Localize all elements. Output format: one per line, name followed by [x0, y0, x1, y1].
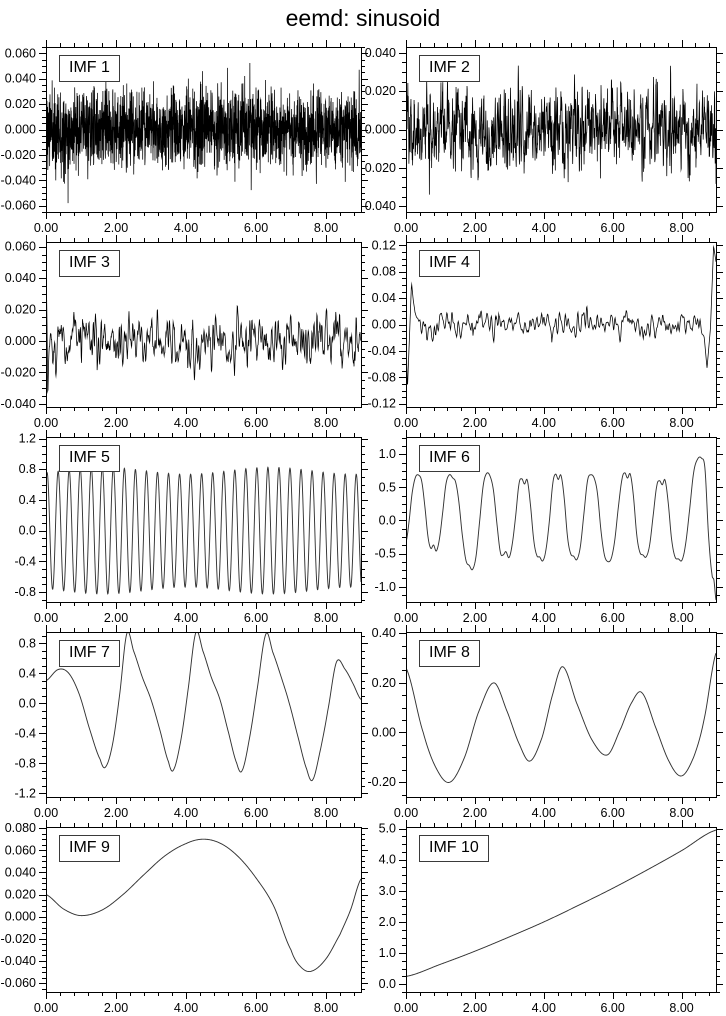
imf-10-panel: IMF 10 [363, 820, 726, 1015]
imf-9-panel: IMF 9 [0, 820, 371, 1015]
imf-1-panel: IMF 1 [0, 40, 371, 235]
imf-2-label: IMF 2 [419, 55, 480, 82]
imf-1-plot-canvas [0, 40, 371, 235]
imf-2-panel: IMF 2 [363, 40, 726, 235]
imf-3-plot-canvas [0, 235, 371, 430]
imf-9-label: IMF 9 [59, 835, 120, 862]
imf-6-panel: IMF 6 [363, 430, 726, 625]
chart-title: eemd: sinusoid [285, 5, 441, 31]
imf-8-plot-canvas [363, 625, 726, 820]
imf-1-label: IMF 1 [59, 55, 120, 82]
imf-10-label: IMF 10 [419, 835, 489, 862]
imf-4-panel: IMF 4 [363, 235, 726, 430]
imf-7-panel: IMF 7 [0, 625, 371, 820]
imf-3-label: IMF 3 [59, 250, 120, 277]
imf-5-panel: IMF 5 [0, 430, 371, 625]
imf-10-plot-canvas [363, 820, 726, 1015]
imf-9-plot-canvas [0, 820, 371, 1015]
imf-4-label: IMF 4 [419, 250, 480, 277]
imf-7-plot-canvas [0, 625, 371, 820]
imf-5-label: IMF 5 [59, 445, 120, 472]
imf-6-label: IMF 6 [419, 445, 480, 472]
imf-3-panel: IMF 3 [0, 235, 371, 430]
imf-4-plot-canvas [363, 235, 726, 430]
imf-8-label: IMF 8 [419, 640, 480, 667]
imf-2-plot-canvas [363, 40, 726, 235]
imf-5-plot-canvas [0, 430, 371, 625]
imf-7-label: IMF 7 [59, 640, 120, 667]
imf-6-plot-canvas [363, 430, 726, 625]
imf-8-panel: IMF 8 [363, 625, 726, 820]
